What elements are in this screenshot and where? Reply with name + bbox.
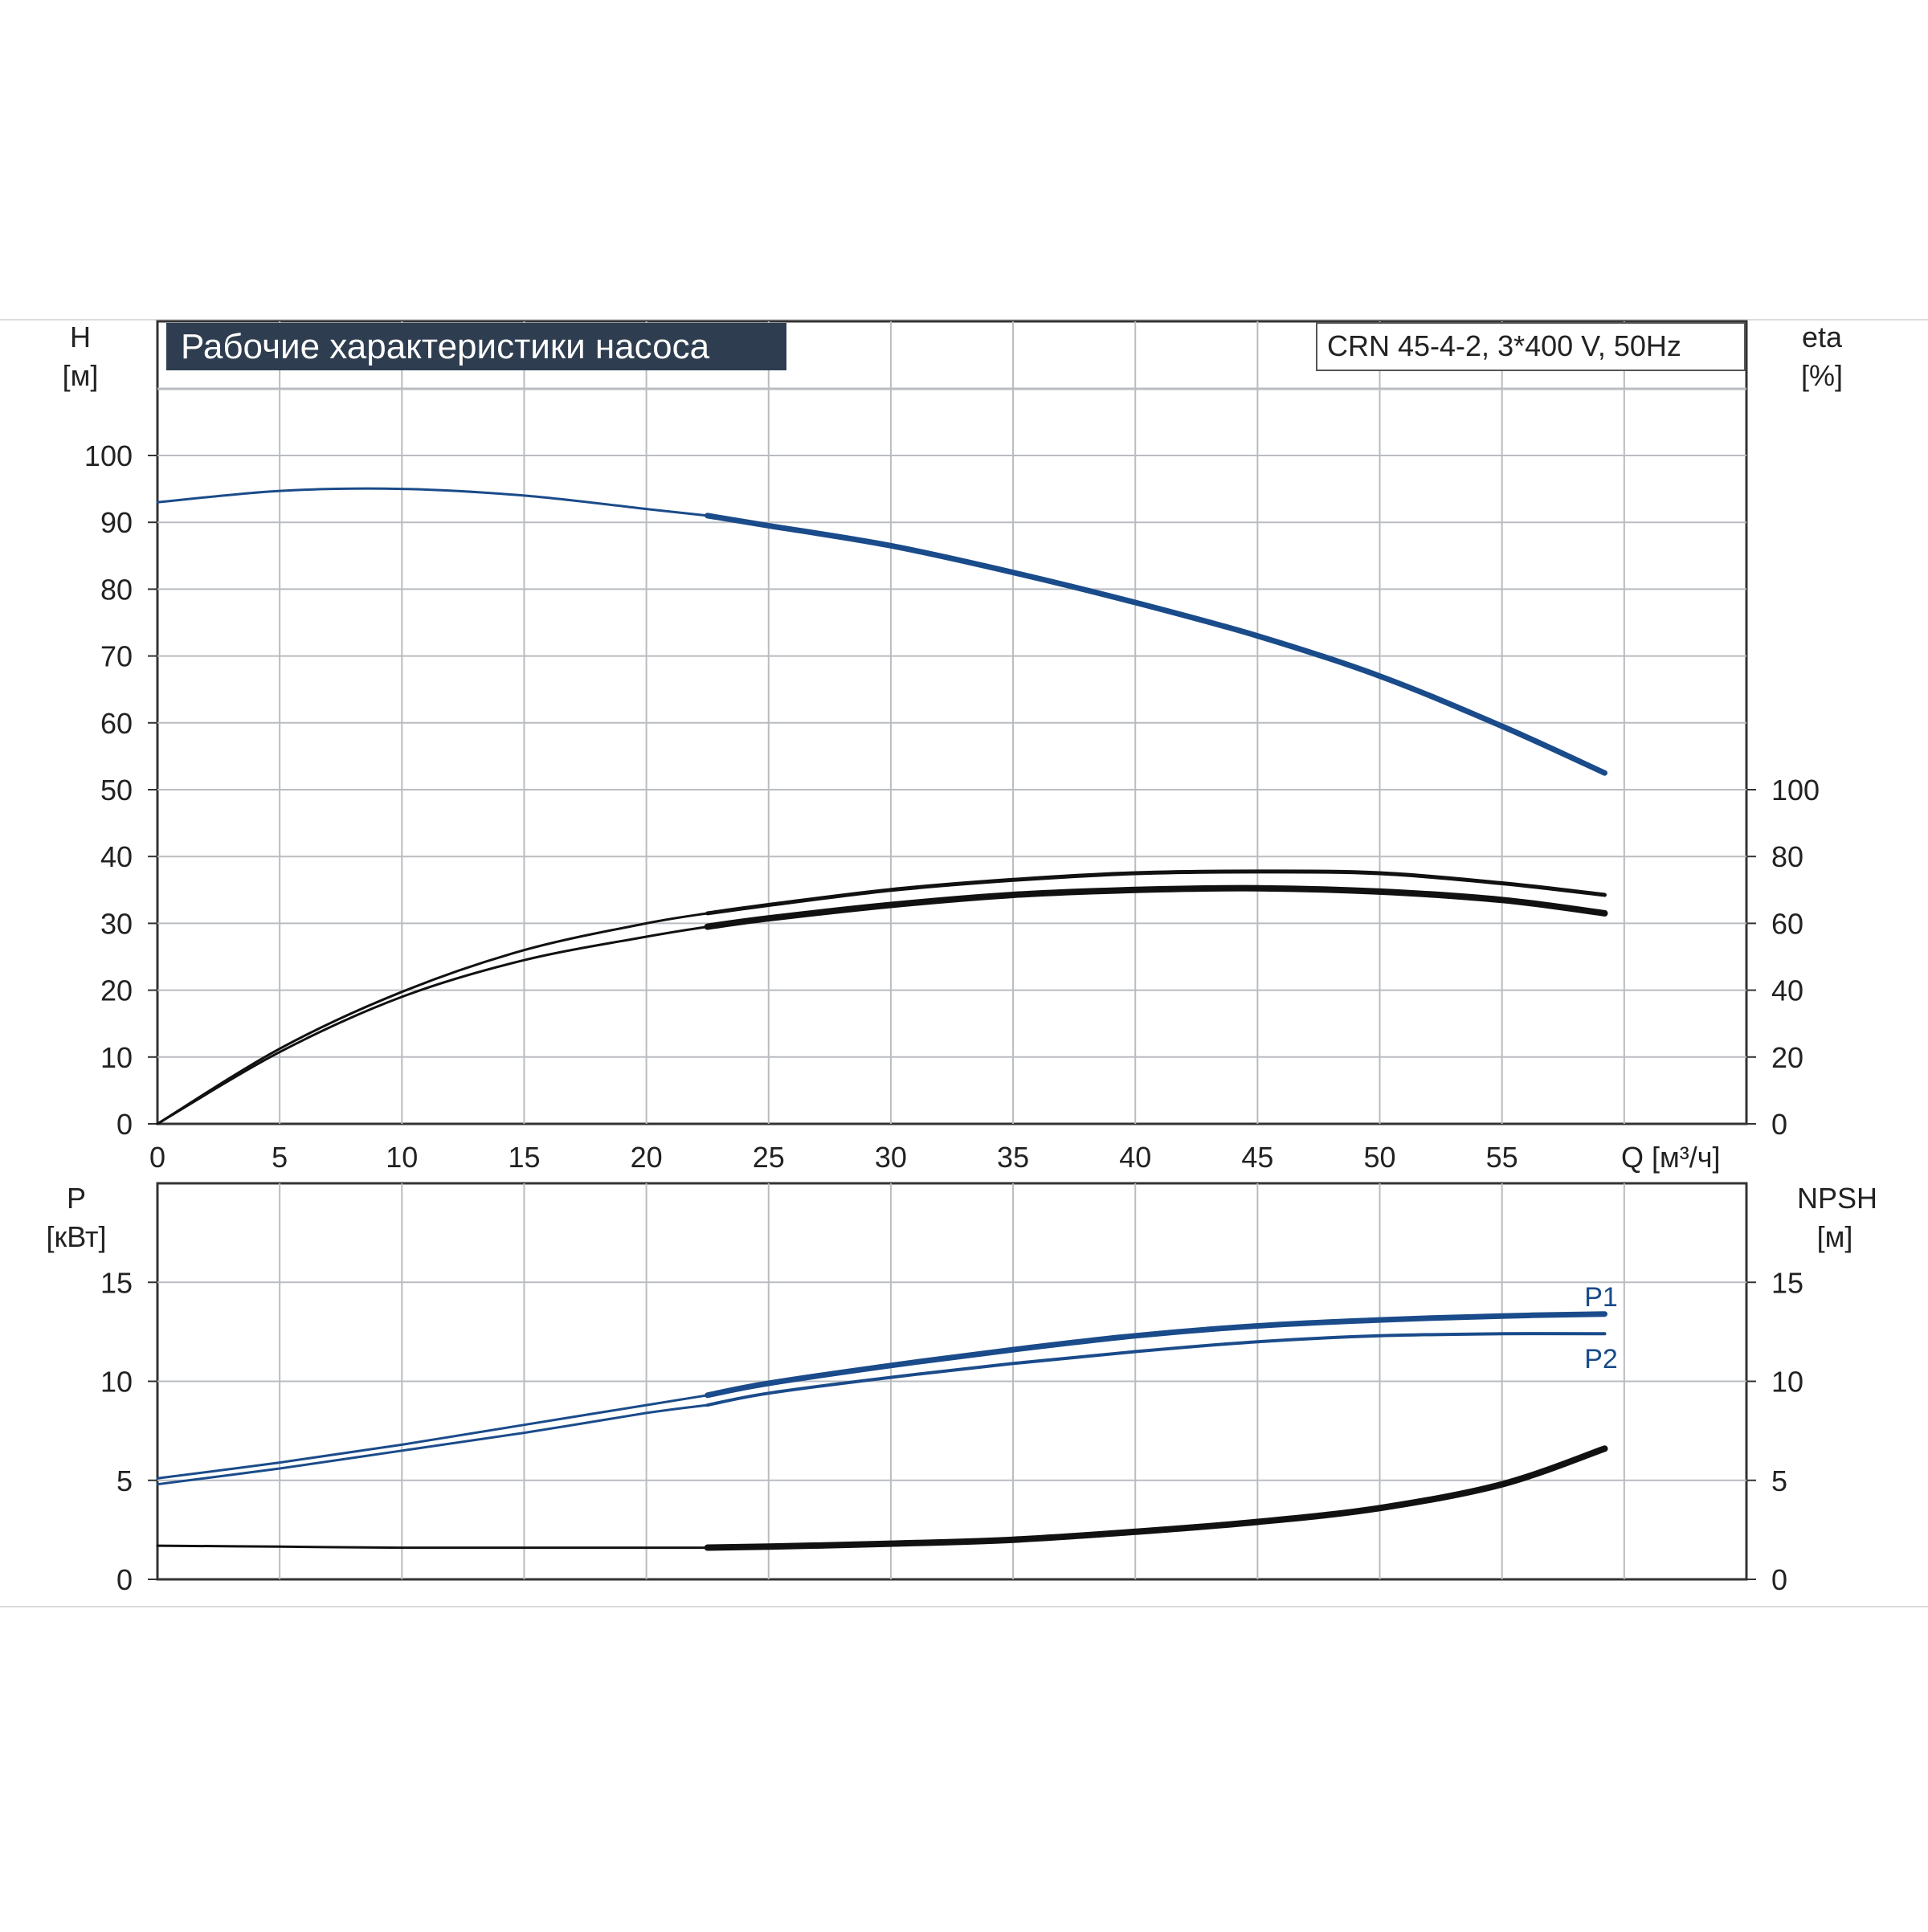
npsh-tick-label: 0 bbox=[1771, 1563, 1787, 1596]
title-box bbox=[166, 323, 786, 370]
head-curve-extrapolated bbox=[156, 487, 709, 517]
eta-tick-label: 40 bbox=[1771, 974, 1803, 1007]
eta-tick-label: 60 bbox=[1771, 907, 1803, 940]
npsh-curve-extrapolated bbox=[156, 1544, 709, 1550]
npsh-axis-unit: [м] bbox=[1817, 1220, 1853, 1253]
top-plot-ticks: 0 5 10 15 20 25 30 35 40 45 50 55 0 10 20 30 40 50 60 70 80 9… bbox=[84, 439, 1820, 1174]
npsh-tick-label: 15 bbox=[1771, 1266, 1803, 1299]
head-tick-label: 10 bbox=[100, 1041, 133, 1074]
top-plot-series bbox=[156, 487, 1608, 1125]
series-label-p2: P2 bbox=[1584, 1344, 1618, 1374]
head-tick-label: 0 bbox=[116, 1108, 133, 1141]
npsh-curve-operating bbox=[704, 1445, 1608, 1551]
series-label-p1: P1 bbox=[1584, 1282, 1618, 1313]
x-tick-label: 55 bbox=[1486, 1141, 1518, 1174]
efficiency-curve-upper-extrapolated bbox=[156, 912, 709, 1125]
bottom-plot-ticks: 0 5 10 15 0 5 10 15 bbox=[100, 1266, 1803, 1596]
eta-axis-symbol: eta bbox=[1802, 321, 1843, 353]
eta-tick-label: 20 bbox=[1771, 1041, 1803, 1074]
head-tick-label: 80 bbox=[100, 573, 133, 606]
x-tick-label: 15 bbox=[508, 1141, 540, 1174]
power-axis-unit: [кВт] bbox=[46, 1220, 106, 1253]
eta-tick-label: 100 bbox=[1771, 774, 1820, 807]
head-axis-symbol: H bbox=[70, 321, 91, 353]
bottom-plot-series bbox=[156, 1311, 1608, 1551]
efficiency-curve-upper-operating bbox=[705, 869, 1607, 916]
power-axis-symbol: P bbox=[67, 1182, 86, 1215]
head-tick-label: 30 bbox=[100, 907, 133, 940]
head-tick-label: 20 bbox=[100, 974, 133, 1007]
power-p1-curve-operating bbox=[705, 1311, 1607, 1399]
npsh-axis-symbol: NPSH bbox=[1797, 1182, 1877, 1215]
power-p1-curve-extrapolated bbox=[156, 1394, 709, 1480]
power-tick-label: 0 bbox=[116, 1563, 133, 1596]
power-tick-label: 15 bbox=[100, 1266, 133, 1299]
x-tick-label: 5 bbox=[272, 1141, 288, 1174]
npsh-tick-label: 5 bbox=[1771, 1464, 1787, 1497]
eta-tick-label: 80 bbox=[1771, 840, 1803, 873]
power-tick-label: 5 bbox=[116, 1464, 133, 1497]
head-tick-label: 60 bbox=[100, 707, 133, 740]
bottom-plot-grid bbox=[156, 1182, 1748, 1581]
efficiency-curve-lower-operating bbox=[704, 884, 1608, 930]
power-p2-curve-operating bbox=[705, 1332, 1607, 1407]
head-tick-label: 100 bbox=[84, 439, 133, 472]
head-axis-unit: [м] bbox=[63, 359, 99, 392]
eta-tick-label: 0 bbox=[1771, 1108, 1787, 1141]
x-tick-label: 10 bbox=[386, 1141, 418, 1174]
head-tick-label: 40 bbox=[100, 840, 133, 873]
x-tick-label: 35 bbox=[997, 1141, 1029, 1174]
x-tick-label: 40 bbox=[1119, 1141, 1151, 1174]
x-tick-label: 45 bbox=[1241, 1141, 1273, 1174]
x-tick-label: 25 bbox=[753, 1141, 785, 1174]
model-label: CRN 45-4-2, 3*400 V, 50Hz bbox=[1327, 329, 1681, 362]
top-plot-grid bbox=[156, 320, 1748, 1125]
head-curve-operating bbox=[705, 513, 1607, 776]
head-tick-label: 50 bbox=[100, 774, 133, 807]
x-tick-label: 0 bbox=[149, 1141, 165, 1174]
head-tick-label: 90 bbox=[100, 506, 133, 539]
eta-axis-unit: [%] bbox=[1801, 359, 1843, 392]
npsh-tick-label: 10 bbox=[1771, 1366, 1803, 1399]
power-p2-curve-extrapolated bbox=[156, 1403, 709, 1486]
chart-title: Рабочие характеристики насоса bbox=[181, 327, 710, 366]
x-tick-label: 20 bbox=[631, 1141, 663, 1174]
q-axis-label: Q [м³/ч] bbox=[1621, 1141, 1721, 1174]
head-tick-label: 70 bbox=[100, 640, 133, 673]
model-box bbox=[1316, 322, 1746, 371]
x-tick-label: 30 bbox=[875, 1141, 907, 1174]
power-tick-label: 10 bbox=[100, 1366, 133, 1399]
efficiency-curve-lower-extrapolated bbox=[156, 925, 709, 1125]
x-tick-label: 50 bbox=[1364, 1141, 1396, 1174]
